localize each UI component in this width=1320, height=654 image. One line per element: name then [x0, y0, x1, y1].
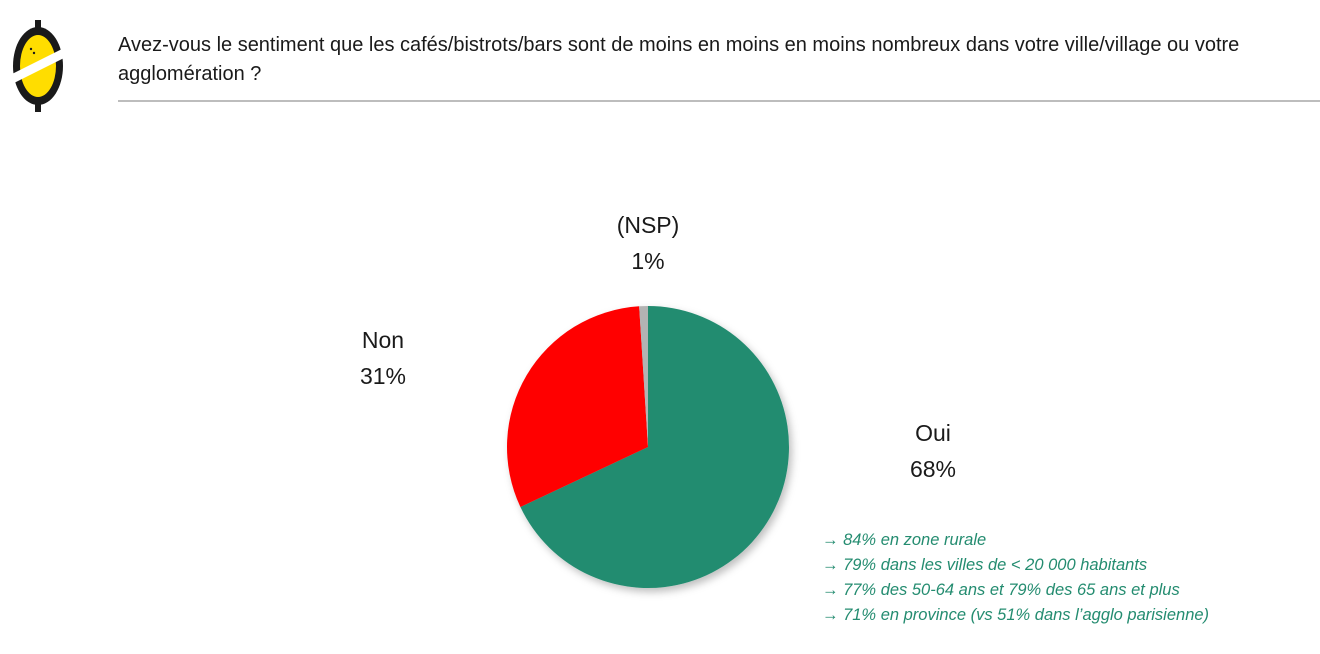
slice-value: 68% [909, 456, 957, 482]
slice-value: 31% [359, 363, 407, 389]
slice-label-oui: Oui 68% [873, 415, 993, 487]
question-title: Avez-vous le sentiment que les cafés/bis… [118, 34, 1240, 85]
slice-value: 1% [631, 248, 665, 274]
slice-label-non: Non 31% [323, 322, 443, 394]
slice-name: Oui [915, 420, 951, 446]
slice-name: (NSP) [616, 212, 680, 238]
brand-logo-icon [12, 20, 64, 112]
note-item: → 84% en zone rurale [822, 531, 987, 549]
note-item: → 79% dans les villes de < 20 000 habita… [822, 556, 1148, 574]
notes-list: → 84% en zone rurale → 79% dans les vill… [822, 528, 1209, 628]
header-divider [118, 100, 1320, 102]
note-item: → 77% des 50-64 ans et 79% des 65 ans et… [822, 581, 1180, 599]
pie-slice-oui [520, 306, 789, 588]
note-item: → 71% en province (vs 51% dans l’agglo p… [822, 606, 1210, 624]
pie-slice-nsp [639, 306, 648, 447]
pie-slice-non [507, 306, 648, 508]
slice-label-nsp: (NSP) 1% [588, 207, 708, 279]
slice-name: Non [361, 327, 405, 353]
